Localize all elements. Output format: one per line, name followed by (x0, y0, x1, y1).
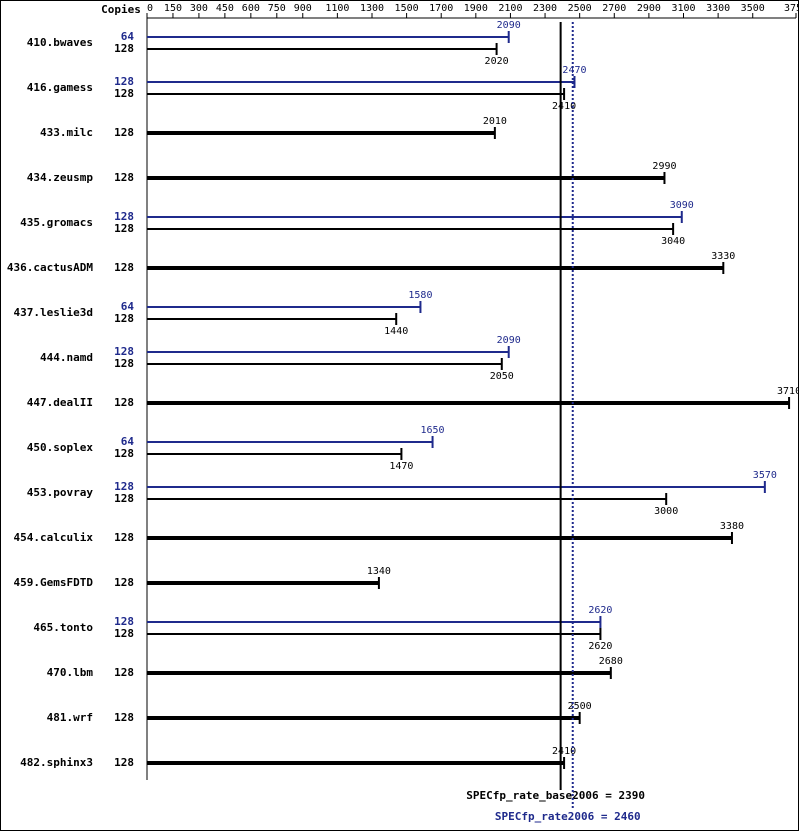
value-label: 2010 (483, 116, 507, 127)
copies-label: 128 (114, 75, 134, 88)
category-label: 470.lbm (47, 666, 94, 679)
value-label: 3710 (777, 386, 799, 397)
copies-label: 128 (114, 345, 134, 358)
copies-label: 128 (114, 492, 134, 505)
category-label: 444.namd (40, 351, 93, 364)
x-tick-label: 2500 (568, 3, 592, 14)
x-tick-label: 2300 (533, 3, 557, 14)
copies-label: 128 (114, 711, 134, 724)
copies-label: 128 (114, 666, 134, 679)
copies-label: 64 (121, 435, 135, 448)
x-tick-label: 3100 (671, 3, 695, 14)
x-tick-label: 1900 (464, 3, 488, 14)
category-label: 459.GemsFDTD (14, 576, 94, 589)
category-label: 436.cactusADM (7, 261, 93, 274)
x-tick-label: 0 (147, 3, 153, 14)
x-tick-label: 750 (268, 3, 286, 14)
category-label: 450.soplex (27, 441, 94, 454)
copies-label: 128 (114, 87, 134, 100)
copies-label: 128 (114, 210, 134, 223)
reference-label: SPECfp_rate_base2006 = 2390 (466, 789, 645, 802)
value-label: 2990 (652, 161, 676, 172)
copies-label: 128 (114, 615, 134, 628)
x-tick-label: 150 (164, 3, 182, 14)
copies-label: 128 (114, 756, 134, 769)
copies-label: 128 (114, 171, 134, 184)
x-tick-label: 450 (216, 3, 234, 14)
category-label: 435.gromacs (20, 216, 93, 229)
copies-label: 128 (114, 126, 134, 139)
value-label: 3090 (670, 200, 694, 211)
category-label: 453.povray (27, 486, 94, 499)
copies-label: 128 (114, 222, 134, 235)
value-label: 2620 (588, 641, 612, 652)
category-label: 482.sphinx3 (20, 756, 93, 769)
x-tick-label: 3750 (784, 3, 799, 14)
copies-label: 128 (114, 447, 134, 460)
x-tick-label: 1700 (429, 3, 453, 14)
copies-label: 64 (121, 30, 135, 43)
x-tick-label: 2100 (498, 3, 522, 14)
x-tick-label: 300 (190, 3, 208, 14)
x-tick-label: 3500 (741, 3, 765, 14)
value-label: 1470 (389, 461, 413, 472)
category-label: 434.zeusmp (27, 171, 94, 184)
reference-label: SPECfp_rate2006 = 2460 (495, 810, 641, 823)
value-label: 2090 (497, 20, 521, 31)
copies-label: 128 (114, 42, 134, 55)
category-label: 465.tonto (33, 621, 93, 634)
value-label: 1580 (408, 290, 432, 301)
category-label: 416.gamess (27, 81, 93, 94)
copies-label: 64 (121, 300, 135, 313)
x-tick-label: 1300 (360, 3, 384, 14)
value-label: 3000 (654, 506, 678, 517)
copies-label: 128 (114, 576, 134, 589)
value-label: 3570 (753, 470, 777, 481)
x-tick-label: 900 (294, 3, 312, 14)
value-label: 2090 (497, 335, 521, 346)
copies-label: 128 (114, 312, 134, 325)
copies-label: 128 (114, 531, 134, 544)
value-label: 1650 (421, 425, 445, 436)
x-tick-label: 2700 (602, 3, 626, 14)
category-label: 410.bwaves (27, 36, 93, 49)
value-label: 1340 (367, 566, 391, 577)
x-tick-label: 3300 (706, 3, 730, 14)
x-tick-label: 600 (242, 3, 260, 14)
x-tick-label: 2900 (637, 3, 661, 14)
category-label: 447.dealII (27, 396, 93, 409)
value-label: 2050 (490, 371, 514, 382)
copies-label: 128 (114, 357, 134, 370)
x-tick-label: 1500 (395, 3, 419, 14)
copies-header: Copies (101, 3, 141, 16)
value-label: 2020 (485, 56, 509, 67)
category-label: 481.wrf (47, 711, 93, 724)
value-label: 2620 (588, 605, 612, 616)
category-label: 433.milc (40, 126, 93, 139)
value-label: 1440 (384, 326, 408, 337)
category-label: 437.leslie3d (14, 306, 93, 319)
value-label: 2500 (568, 701, 592, 712)
copies-label: 128 (114, 627, 134, 640)
value-label: 2680 (599, 656, 623, 667)
value-label: 3380 (720, 521, 744, 532)
value-label: 2470 (562, 65, 586, 76)
x-tick-label: 1100 (325, 3, 349, 14)
category-label: 454.calculix (14, 531, 94, 544)
copies-label: 128 (114, 261, 134, 274)
value-label: 2410 (552, 101, 576, 112)
value-label: 3330 (711, 251, 735, 262)
copies-label: 128 (114, 480, 134, 493)
value-label: 2410 (552, 746, 576, 757)
value-label: 3040 (661, 236, 685, 247)
copies-label: 128 (114, 396, 134, 409)
